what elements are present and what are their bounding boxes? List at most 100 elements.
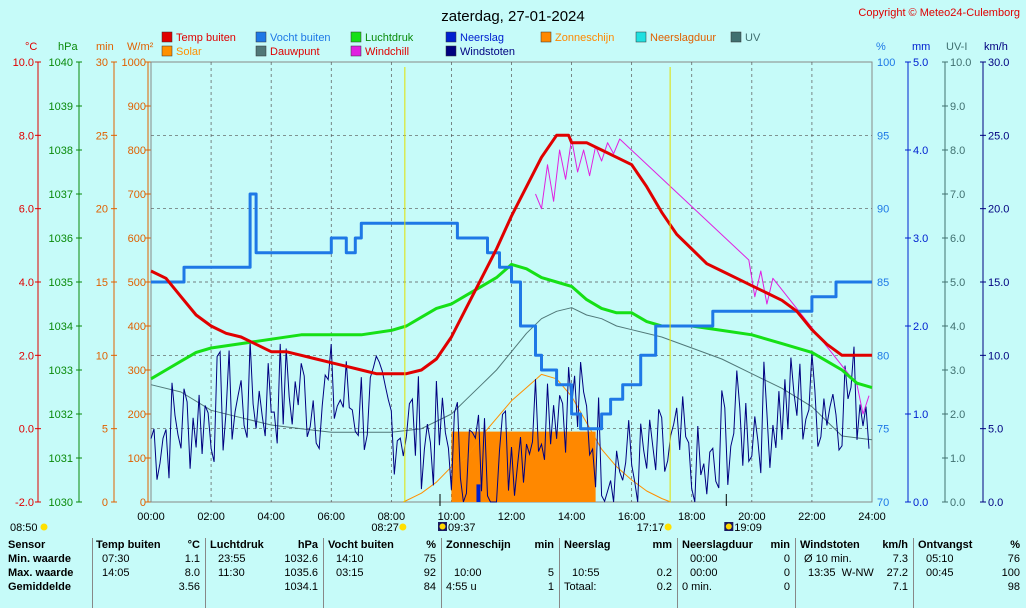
stats-head: Neerslagduur	[682, 539, 753, 551]
stats-head: Sensor	[8, 539, 46, 551]
pressure-line	[150, 262, 873, 390]
x-tick-label: 04:00	[257, 511, 285, 523]
axis-tick-label: 2.0	[950, 409, 965, 421]
x-tick-label: 22:00	[798, 511, 826, 523]
legend-swatch	[445, 45, 457, 57]
axis-tick-label: 25	[96, 130, 108, 142]
rain-bar	[476, 484, 481, 502]
axis-tick-label: 9.0	[950, 101, 965, 113]
legend-label: Windstoten	[460, 46, 515, 58]
stats-value: 92	[423, 567, 436, 579]
axis-unit: km/h	[984, 41, 1008, 53]
axis-tick-label: 4.0	[913, 145, 928, 157]
x-tick-label: 16:00	[618, 511, 646, 523]
stats-unit: mm	[652, 539, 672, 551]
stats-time: 10:00	[454, 567, 482, 579]
x-tick-label: 02:00	[197, 511, 225, 523]
stats-value: 27.2	[886, 567, 908, 579]
stats-value: 98	[1007, 581, 1020, 593]
axis-tick-label: 0	[102, 497, 108, 509]
stats-unit: min	[534, 539, 554, 551]
axis-tick-label: 5.0	[913, 57, 928, 69]
stats-unit: %	[1010, 539, 1020, 551]
stats-row-label: Min. waarde	[8, 553, 71, 565]
stats-value: 1035.6	[284, 567, 318, 579]
legend-swatch	[350, 31, 362, 43]
stats-time: Totaal:	[564, 581, 597, 593]
stats-time: Ø 10 min.	[804, 553, 852, 565]
stats-value: 1034.1	[284, 581, 318, 593]
axis-tick-label: 1000	[122, 57, 146, 69]
stats-time: 14:10	[336, 553, 364, 565]
stats-time: 10:55	[572, 567, 600, 579]
axis-tick-label: 5	[102, 424, 108, 436]
legend-label: Temp buiten	[176, 32, 236, 44]
stats-head: Windstoten	[800, 539, 860, 551]
x-tick-label: 06:00	[317, 511, 345, 523]
axis-tick-label: 7.0	[950, 189, 965, 201]
stats-time: 14:05	[102, 567, 130, 579]
axis-tick-label: 0.0	[950, 497, 965, 509]
stats-time: 4:55 u	[446, 581, 477, 593]
stats-value: 0	[783, 553, 790, 565]
axis-tick-label: 6.0	[950, 233, 965, 245]
stats-value: 7.1	[892, 581, 908, 593]
moon-phase-icon	[725, 523, 732, 530]
stats-head: Luchtdruk	[210, 539, 264, 551]
axis-tick-label: 1035	[49, 277, 73, 289]
stats-value: 1	[547, 581, 554, 593]
legend-label: Solar	[176, 46, 202, 58]
stats-value: 8.0	[184, 567, 200, 579]
axis-tick-label: 1036	[49, 233, 73, 245]
astro-time: 17:17	[637, 522, 665, 534]
axis-tick-label: 20	[96, 204, 108, 216]
stats-time: 23:55	[218, 553, 246, 565]
axes: °C 10.0 8.0 6.0 4.0 2.0 0.0 -2.0 hPa 1040 1039 1038…	[13, 41, 1010, 509]
axis-tick-label: 1038	[49, 145, 73, 157]
stats-value: 7.3	[892, 553, 908, 565]
solar-line	[403, 373, 671, 503]
axis-tick-label: 3.0	[950, 365, 965, 377]
stats-time: 0 min.	[682, 581, 712, 593]
axis-tick-label: 400	[128, 321, 146, 333]
stats-unit: km/h	[882, 539, 908, 551]
x-tick-label: 12:00	[498, 511, 526, 523]
sunrise-icon	[399, 523, 407, 531]
x-axis: 00:00 02:00 04:00 06:00 08:00 10:00 12:00 14:00…	[137, 511, 886, 523]
humidity-line	[151, 192, 872, 431]
stats-time: 07:30	[102, 553, 130, 565]
stats-value: 1.1	[184, 553, 200, 565]
legend-label: Neerslag	[460, 32, 504, 44]
moon-phase-icon	[439, 523, 446, 530]
axis-tick-label: -2.0	[15, 497, 34, 509]
wind-gust-line	[150, 341, 870, 503]
astro-time: 08:27	[371, 522, 399, 534]
axis-tick-label: 25.0	[988, 130, 1009, 142]
axis-tick-label: 0	[140, 497, 146, 509]
x-tick-label: 10:00	[438, 511, 466, 523]
axis-tick-label: 75	[877, 424, 889, 436]
axis-tick-label: 4.0	[950, 321, 965, 333]
legend-label: Vocht buiten	[270, 32, 331, 44]
axis-tick-label: 1034	[49, 321, 73, 333]
axis-tick-label: 8.0	[950, 145, 965, 157]
chart-title: zaterdag, 27-01-2024	[441, 8, 584, 25]
axis-unit: mm	[912, 41, 930, 53]
sunset-icon	[664, 523, 672, 531]
axis-tick-label: 1030	[49, 497, 73, 509]
axis-tick-label: 1032	[49, 409, 73, 421]
axis-unit: min	[96, 41, 114, 53]
copyright: Copyright © Meteo24-Culemborg	[858, 7, 1020, 19]
axis-tick-label: 5.0	[950, 277, 965, 289]
legend-swatch	[255, 45, 267, 57]
axis-tick-label: 30.0	[988, 57, 1009, 69]
axis-tick-label: 1.0	[913, 409, 928, 421]
axis-tick-label: 4.0	[19, 277, 34, 289]
stats-head: Neerslag	[564, 539, 611, 551]
legend-swatch	[635, 31, 647, 43]
stats-time: 05:10	[926, 553, 954, 565]
axis-tick-label: 70	[877, 497, 889, 509]
axis-tick-label: 10	[96, 350, 108, 362]
stats-col-sunshine: Zonneschijn min 10:00 5 4:55 u 1	[446, 538, 558, 608]
axis-tick-label: 100	[128, 453, 146, 465]
